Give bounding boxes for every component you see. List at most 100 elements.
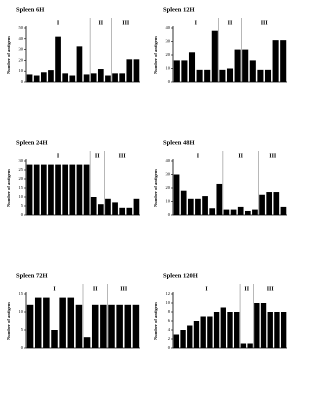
- bar: [43, 297, 50, 348]
- y-tick-label: 10: [166, 66, 171, 71]
- chart-title: Spleen 6H: [16, 6, 44, 13]
- chart-title: Spleen 72H: [16, 272, 48, 279]
- bar: [133, 59, 140, 82]
- bar: [260, 303, 267, 348]
- bar: [133, 198, 140, 215]
- bar: [75, 304, 83, 348]
- bar: [105, 75, 111, 82]
- bar: [274, 312, 280, 348]
- bar: [108, 304, 115, 348]
- y-tick-label: 40: [19, 36, 24, 41]
- bar: [55, 164, 61, 215]
- bar: [202, 196, 208, 215]
- bar: [90, 73, 97, 82]
- bar: [213, 312, 220, 348]
- bar: [91, 304, 99, 348]
- bar: [34, 297, 42, 348]
- y-tick-label: 5: [21, 203, 24, 208]
- bar: [119, 73, 126, 82]
- bar: [26, 74, 33, 82]
- section-label: I: [195, 20, 198, 26]
- section-label: III: [122, 20, 130, 26]
- y-tick-label: 25: [19, 167, 24, 172]
- bar: [252, 209, 258, 215]
- bar: [62, 73, 69, 82]
- y-tick-label: 0: [168, 79, 171, 84]
- bar: [267, 312, 273, 348]
- bar: [116, 304, 123, 348]
- y-tick-label: 15: [19, 291, 24, 296]
- bar: [112, 73, 118, 82]
- bar: [180, 190, 187, 215]
- y-tick-label: 40: [166, 25, 171, 30]
- bar: [237, 206, 244, 215]
- y-axis-label: Number of antigens: [153, 302, 158, 340]
- y-tick-label: 30: [166, 172, 171, 177]
- bar: [105, 198, 111, 215]
- y-axis-label: Number of antigens: [153, 169, 158, 207]
- bar: [204, 69, 211, 82]
- bar: [242, 49, 249, 82]
- section-label: II: [93, 286, 98, 292]
- y-tick-label: 10: [166, 199, 171, 204]
- bar: [69, 164, 76, 215]
- bar: [112, 202, 118, 215]
- chart-title: Spleen 120H: [163, 272, 198, 279]
- bar: [83, 74, 90, 82]
- bar: [173, 60, 180, 82]
- y-tick-label: 10: [166, 300, 171, 305]
- y-axis-label: Number of antigens: [6, 169, 11, 207]
- bar: [272, 40, 279, 82]
- bar: [67, 297, 75, 348]
- bar: [33, 75, 40, 82]
- bar: [200, 316, 206, 348]
- section-label: II: [95, 153, 100, 159]
- chart-title: Spleen 24H: [16, 139, 48, 146]
- y-tick-label: 10: [19, 68, 24, 73]
- section-label: I: [197, 153, 200, 159]
- y-tick-label: 8: [168, 309, 171, 314]
- bar: [173, 174, 180, 215]
- chart-title: Spleen 48H: [163, 139, 195, 146]
- section-label: II: [244, 286, 249, 292]
- bar: [226, 68, 234, 82]
- bar: [244, 210, 251, 215]
- bar: [126, 207, 133, 215]
- y-axis-label: Number of antigens: [6, 36, 11, 74]
- bar: [62, 164, 69, 215]
- y-tick-label: 5: [21, 327, 24, 332]
- bar: [234, 312, 240, 348]
- bar: [249, 60, 256, 82]
- y-tick-label: 0: [21, 345, 24, 350]
- section-label: II: [98, 20, 103, 26]
- section-label: III: [269, 153, 277, 159]
- bar: [188, 52, 196, 82]
- y-tick-label: 0: [168, 212, 171, 217]
- y-tick-label: 20: [19, 57, 24, 62]
- section-label: II: [238, 153, 243, 159]
- bar: [280, 40, 287, 82]
- bar: [230, 209, 237, 215]
- bar: [26, 164, 33, 215]
- section-label: III: [261, 20, 269, 26]
- bar: [83, 164, 90, 215]
- bar: [223, 209, 230, 215]
- bar: [69, 75, 76, 82]
- section-label: II: [228, 20, 233, 26]
- bar: [193, 321, 200, 348]
- bar: [76, 46, 83, 82]
- bar: [280, 206, 287, 215]
- bar: [124, 304, 132, 348]
- y-tick-label: 15: [19, 185, 24, 190]
- bar: [76, 164, 83, 215]
- bar: [195, 198, 201, 215]
- bar: [257, 69, 264, 82]
- bar: [126, 59, 133, 82]
- section-label: III: [267, 286, 275, 292]
- section-label: I: [53, 286, 56, 292]
- bar: [264, 69, 272, 82]
- y-axis-label: Number of antigens: [153, 36, 158, 74]
- y-tick-label: 12: [166, 291, 171, 296]
- bar: [59, 297, 66, 348]
